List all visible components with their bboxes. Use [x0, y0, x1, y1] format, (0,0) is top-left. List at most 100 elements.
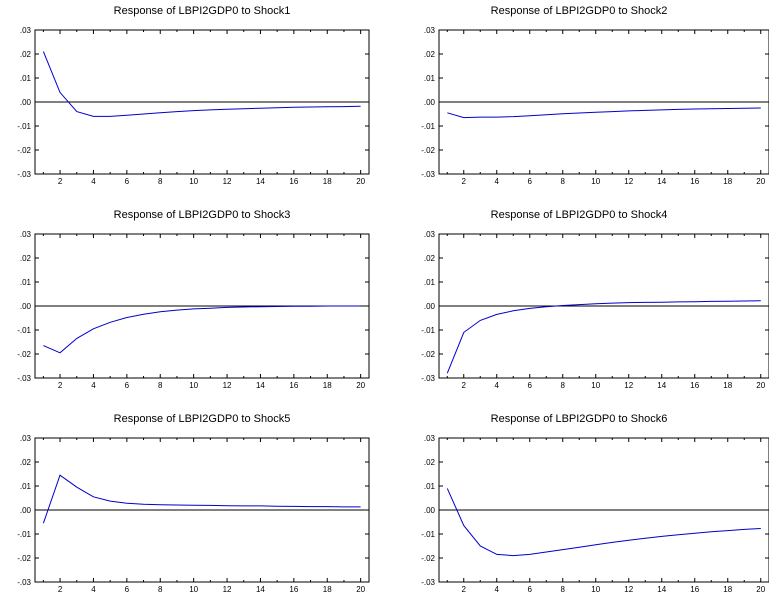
- data-point: [693, 300, 696, 303]
- panel-title: Response of LBPI2GDP0 to Shock6: [491, 413, 668, 425]
- y-tick-label: .02: [424, 254, 436, 263]
- data-point: [446, 111, 449, 114]
- chart-panel-5: Response of LBPI2GDP0 to Shock5 .03 .02 .01…: [17, 413, 370, 594]
- panel-title: Response of LBPI2GDP0 to Shock5: [114, 413, 291, 425]
- x-tick-label: 10: [189, 177, 198, 186]
- data-point: [545, 113, 548, 116]
- data-point: [192, 307, 195, 310]
- x-tick-label: 18: [323, 177, 332, 186]
- data-point: [226, 504, 229, 507]
- y-tick-label: -.03: [17, 578, 31, 587]
- data-point: [743, 528, 746, 531]
- y-tick-label: .02: [424, 458, 436, 467]
- y-tick-label: -.02: [421, 554, 435, 563]
- y-tick-label: -.03: [17, 170, 31, 179]
- data-point: [495, 313, 498, 316]
- data-point: [259, 504, 262, 507]
- data-point: [462, 331, 465, 334]
- data-point: [594, 111, 597, 114]
- y-tick-label: .01: [20, 278, 32, 287]
- data-point: [292, 106, 295, 109]
- data-point: [226, 108, 229, 111]
- chart-panel-6: Response of LBPI2GDP0 to Shock6 .03 .02 .01…: [421, 413, 769, 594]
- x-tick-label: 2: [58, 177, 63, 186]
- x-tick-label: 18: [723, 381, 732, 390]
- data-point: [561, 304, 564, 307]
- panel-title: Response of LBPI2GDP0 to Shock1: [114, 5, 291, 17]
- data-point: [92, 495, 95, 498]
- data-point: [677, 533, 680, 536]
- data-point: [159, 503, 162, 506]
- y-tick-label: .03: [424, 26, 436, 35]
- x-tick-label: 20: [356, 381, 365, 390]
- data-point: [726, 107, 729, 110]
- data-point: [292, 305, 295, 308]
- y-tick-label: .03: [424, 230, 436, 239]
- data-point: [309, 505, 312, 508]
- data-point: [644, 537, 647, 540]
- y-tick-label: -.03: [421, 374, 435, 383]
- x-tick-label: 10: [189, 585, 198, 594]
- data-point: [125, 502, 128, 505]
- data-point: [660, 301, 663, 304]
- x-tick-label: 12: [223, 381, 232, 390]
- y-tick-label: -.01: [17, 530, 31, 539]
- data-point: [242, 504, 245, 507]
- data-point: [359, 305, 362, 308]
- data-point: [142, 503, 145, 506]
- x-tick-label: 16: [289, 585, 298, 594]
- data-point: [627, 301, 630, 304]
- x-tick-label: 16: [289, 381, 298, 390]
- x-tick-label: 2: [462, 381, 467, 390]
- y-tick-label: .00: [20, 302, 32, 311]
- data-point: [528, 307, 531, 310]
- data-point: [142, 113, 145, 116]
- data-point: [462, 524, 465, 527]
- data-point: [644, 301, 647, 304]
- data-point: [359, 105, 362, 108]
- data-point: [710, 300, 713, 303]
- data-point: [175, 110, 178, 113]
- panel-title: Response of LBPI2GDP0 to Shock2: [491, 5, 668, 17]
- x-tick-label: 20: [356, 177, 365, 186]
- y-tick-label: .02: [20, 254, 32, 263]
- data-point: [342, 305, 345, 308]
- x-tick-label: 6: [528, 177, 533, 186]
- data-point: [627, 539, 630, 542]
- x-tick-label: 4: [495, 585, 500, 594]
- y-tick-label: -.02: [17, 350, 31, 359]
- data-point: [109, 500, 112, 503]
- x-tick-label: 6: [528, 585, 533, 594]
- data-point: [462, 116, 465, 119]
- y-tick-label: -.02: [421, 146, 435, 155]
- data-point: [446, 372, 449, 375]
- data-point: [660, 108, 663, 111]
- data-point: [627, 109, 630, 112]
- x-tick-label: 4: [495, 177, 500, 186]
- data-point: [710, 107, 713, 110]
- data-point: [259, 107, 262, 110]
- response-line: [42, 51, 361, 117]
- data-point: [479, 545, 482, 548]
- x-tick-label: 2: [58, 381, 63, 390]
- y-tick-label: .01: [424, 278, 436, 287]
- x-tick-label: 20: [756, 585, 765, 594]
- data-point: [242, 305, 245, 308]
- data-point: [42, 522, 45, 525]
- x-tick-label: 10: [591, 177, 600, 186]
- data-point: [326, 105, 329, 108]
- x-tick-label: 14: [256, 381, 265, 390]
- data-point: [611, 541, 614, 544]
- x-tick-label: 14: [657, 381, 666, 390]
- data-point: [578, 546, 581, 549]
- x-tick-label: 14: [256, 177, 265, 186]
- x-tick-label: 4: [495, 381, 500, 390]
- data-point: [259, 305, 262, 308]
- x-tick-label: 2: [462, 585, 467, 594]
- data-point: [59, 474, 62, 477]
- y-tick-label: .02: [20, 458, 32, 467]
- x-tick-label: 8: [561, 177, 566, 186]
- x-tick-label: 4: [91, 585, 96, 594]
- data-point: [209, 108, 212, 111]
